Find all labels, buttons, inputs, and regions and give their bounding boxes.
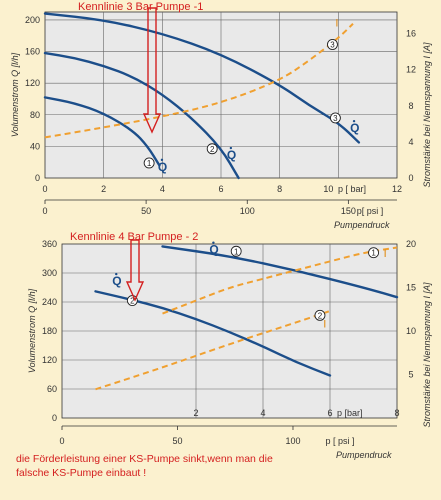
y-tick-left: 120 <box>42 355 57 365</box>
y-axis-label-right: Stromstärke bei Nennspannung I [A] <box>422 42 432 188</box>
series-marker-label: 2 <box>318 311 323 320</box>
y-tick-left: 60 <box>47 384 57 394</box>
q-dot-mark <box>212 241 215 244</box>
x-tick-bar: 12 <box>392 184 402 194</box>
series-marker-label: 3 <box>330 40 335 49</box>
series-marker-circle <box>329 112 341 124</box>
y-axis-label-right: Stromstärke bei Nennspannung I [A] <box>422 282 432 428</box>
series-marker-circle <box>230 245 242 257</box>
x-axis-sublabel: Pumpendruck <box>334 220 390 230</box>
flow-symbol-label: Q <box>209 243 218 257</box>
y-tick-right: 4 <box>408 137 413 147</box>
x-axis-label-psi: p[ psi ] <box>357 206 384 216</box>
y-tick-left: 300 <box>42 268 57 278</box>
current-symbol-label: I <box>335 17 338 29</box>
flow-series-1 <box>43 96 161 167</box>
q-dot-mark <box>160 158 164 162</box>
red-arrow-icon <box>125 239 145 302</box>
x-tick-bar: 10 <box>323 184 333 194</box>
y-tick-left: 240 <box>42 297 57 307</box>
chart-title: Kennlinie 4 Bar Pumpe - 2 <box>70 231 198 243</box>
current-symbol-label: I <box>323 319 326 331</box>
q-dot-mark <box>115 272 118 276</box>
x-axis-label-bar: p [bar] <box>337 408 363 418</box>
current-symbol-label: I <box>384 248 387 260</box>
y-tick-right: 16 <box>406 29 416 39</box>
flow-series-1 <box>161 245 399 299</box>
y-tick-left: 120 <box>25 78 40 88</box>
x-tick-bar: 8 <box>394 408 399 418</box>
q-dot-mark <box>229 146 233 150</box>
x-tick-psi: 0 <box>59 436 64 446</box>
q-dot-mark <box>352 119 356 123</box>
x-tick-bar: 4 <box>160 184 165 194</box>
x-tick-psi: 100 <box>240 206 255 216</box>
series-marker-label: 1 <box>234 247 239 256</box>
current-series-2 <box>95 310 331 391</box>
x-tick-psi: 100 <box>285 436 300 446</box>
red-arrow-icon <box>142 7 162 134</box>
flow-symbol-label: Q <box>350 121 359 135</box>
y-tick-right: 10 <box>406 326 416 336</box>
footer-line-2: falsche KS-Pumpe einbaut ! <box>16 467 147 479</box>
x-tick-bar: 6 <box>218 184 223 194</box>
y-tick-right: 12 <box>406 65 416 75</box>
y-tick-left: 360 <box>42 239 57 249</box>
series-marker-label: 2 <box>210 145 215 154</box>
y-tick-left: 0 <box>52 413 57 423</box>
y-tick-left: 160 <box>25 47 40 57</box>
y-tick-right: 0 <box>408 173 413 183</box>
series-marker-label: 3 <box>333 114 338 123</box>
x-tick-psi: 50 <box>141 206 151 216</box>
chart-4bar-pump-2: 2 4 6 8p [bar]0601201802403003605101520Volu… <box>27 231 432 460</box>
x-tick-psi: 150 <box>341 206 356 216</box>
y-tick-right: 15 <box>406 283 416 293</box>
x-tick-bar: 4 <box>260 408 265 418</box>
y-tick-right: 8 <box>408 101 413 111</box>
y-axis-label-left: Volumenstrom Q [l/h] <box>10 52 20 137</box>
x-tick-psi: 50 <box>172 436 182 446</box>
x-tick-bar: 8 <box>277 184 282 194</box>
current-series-3 <box>44 23 354 139</box>
series-marker-label: 2 <box>130 297 135 306</box>
series-marker-circle <box>327 39 338 50</box>
x-axis-label-bar: p [ bar] <box>338 184 366 194</box>
x-tick-bar: 6 <box>327 408 332 418</box>
flow-symbol-label: Q <box>227 148 236 162</box>
y-tick-left: 180 <box>42 326 57 336</box>
y-tick-right: 20 <box>406 239 416 249</box>
chart-3bar-pump-1: 0 2 4 6 8 10 12p [ bar]040801201602000481216Vo… <box>10 1 432 230</box>
flow-series-2 <box>94 290 332 377</box>
flow-symbol-label: Q <box>158 160 167 174</box>
footer-note: die Förderleistung einer KS-Pumpe sinkt,… <box>16 452 416 480</box>
y-tick-left: 80 <box>30 110 40 120</box>
series-marker-circle <box>206 143 218 155</box>
x-tick-bar: 2 <box>101 184 106 194</box>
chart-title: Kennlinie 3 Bar Pumpe -1 <box>78 1 203 13</box>
y-tick-left: 200 <box>25 15 40 25</box>
x-axis-sublabel: Pumpendruck <box>336 450 392 460</box>
flow-series-2 <box>43 51 240 180</box>
series-marker-circle <box>143 157 155 169</box>
x-tick-bar: 0 <box>42 184 47 194</box>
y-tick-left: 0 <box>35 173 40 183</box>
series-marker-circle <box>368 247 379 259</box>
series-marker-label: 1 <box>147 159 152 168</box>
footer-line-1: die Förderleistung einer KS-Pumpe sinkt,… <box>16 453 273 465</box>
flow-series-3 <box>43 12 361 144</box>
series-marker-label: 1 <box>371 249 376 258</box>
series-marker-circle <box>314 309 326 321</box>
x-axis-label-psi: p [ psi ] <box>325 436 354 446</box>
current-series-1 <box>162 246 398 315</box>
y-tick-left: 40 <box>30 141 40 151</box>
x-tick-bar: 2 <box>193 408 198 418</box>
y-axis-label-left: Volumenstrom Q [l/h] <box>27 288 37 373</box>
y-tick-right: 5 <box>408 370 413 380</box>
x-tick-psi: 0 <box>42 206 47 216</box>
flow-symbol-label: Q <box>112 274 121 288</box>
